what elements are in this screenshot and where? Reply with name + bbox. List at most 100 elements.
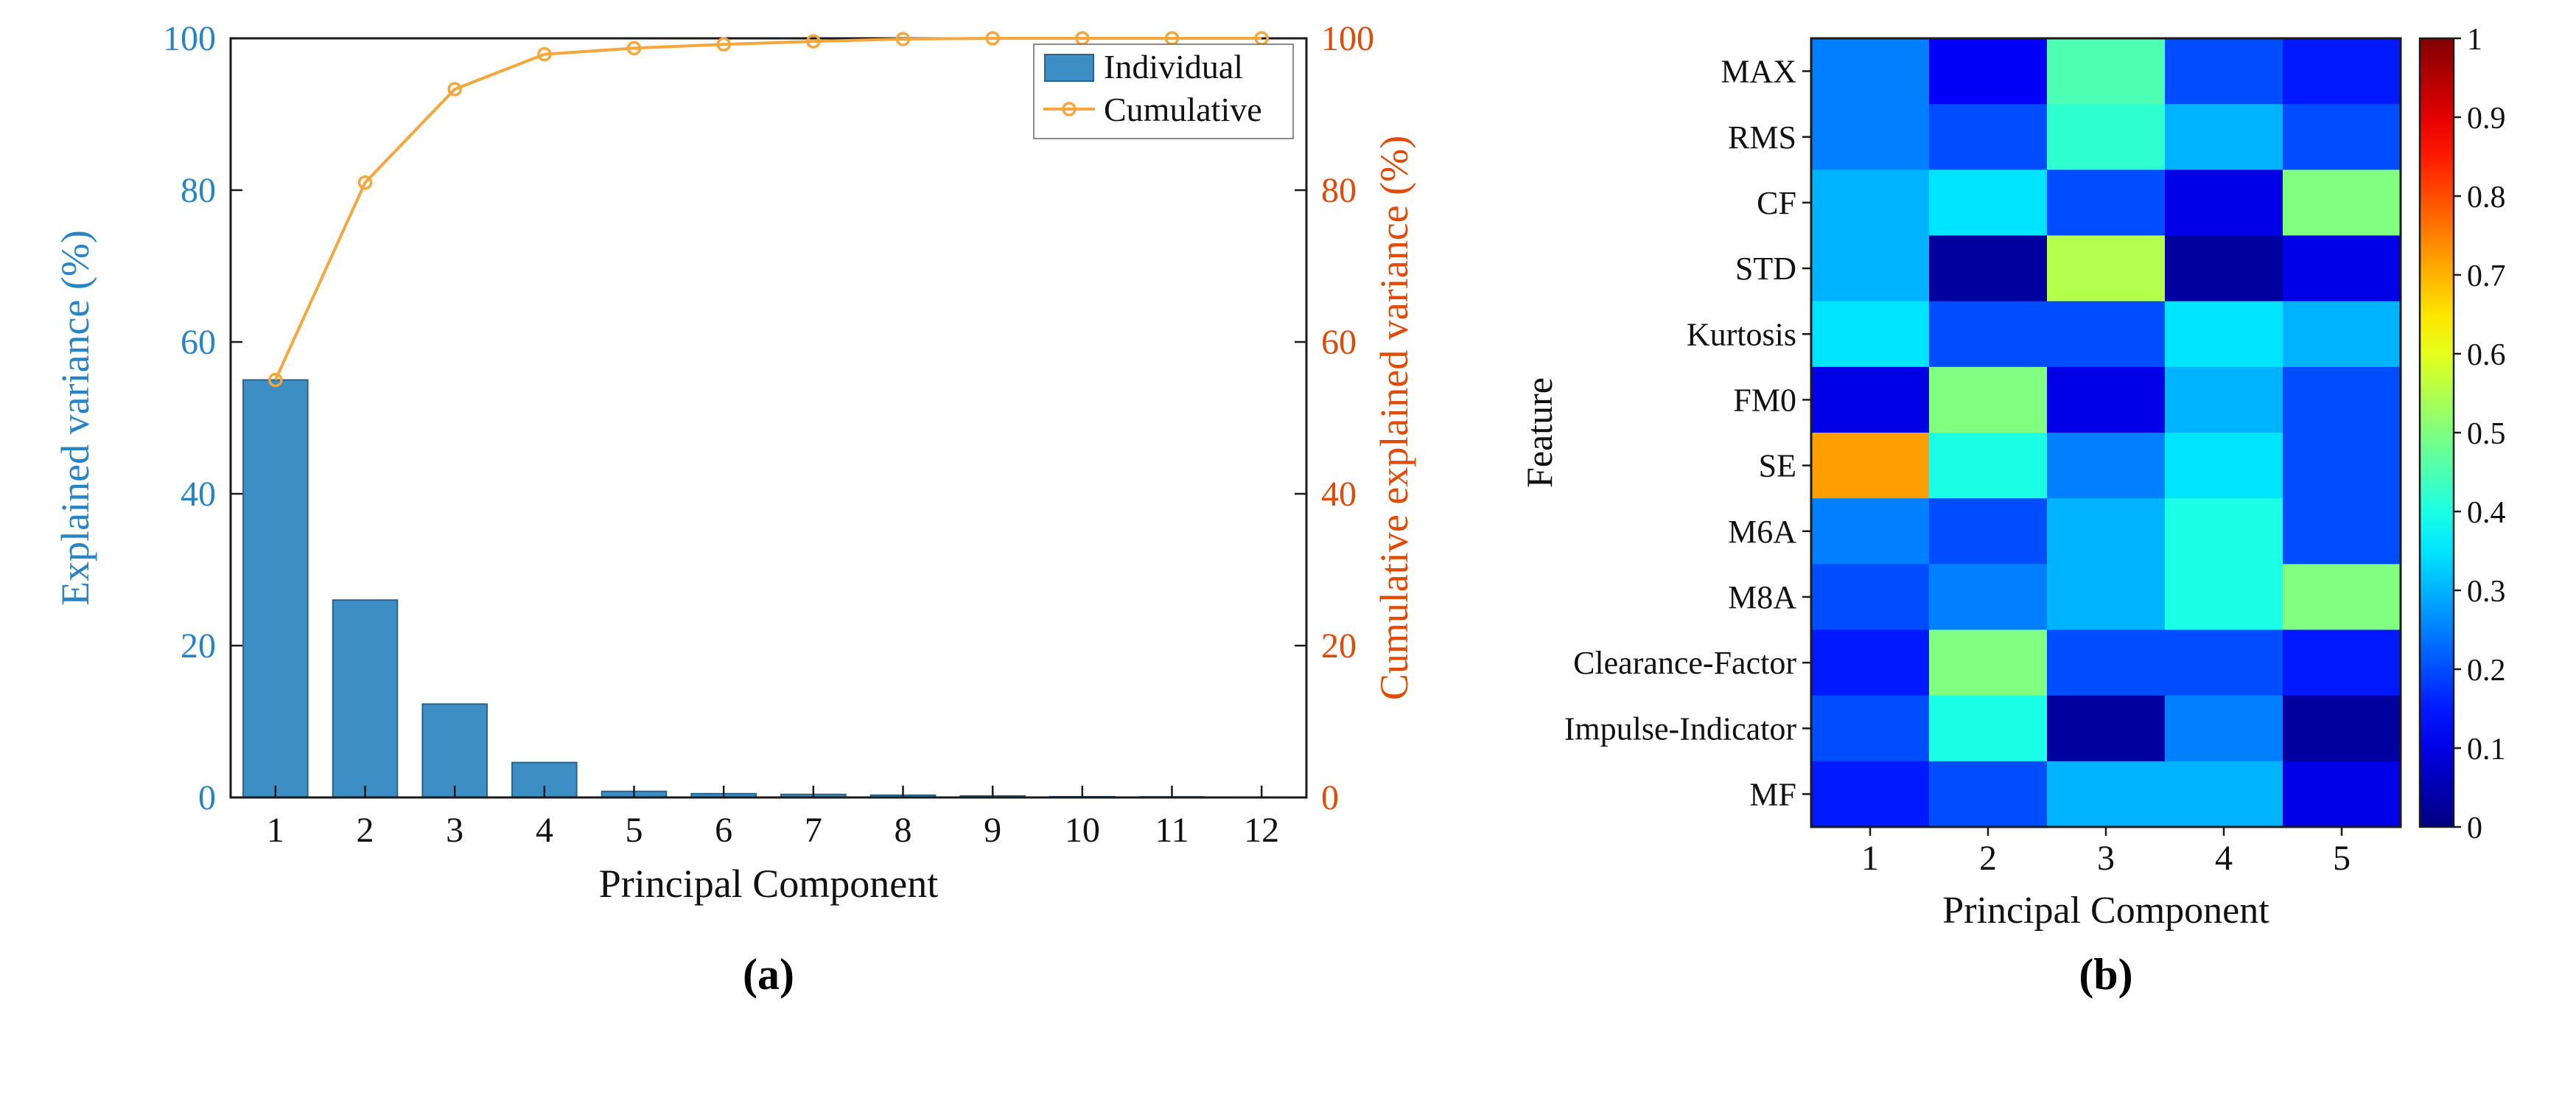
heatmap-y-axis-title: Feature <box>1519 377 1560 488</box>
heatmap-cell <box>2283 170 2401 237</box>
col-label: 1 <box>1861 839 1879 878</box>
bar-pc-2 <box>332 599 399 798</box>
colorbar-tick-label: 0.7 <box>2467 259 2506 293</box>
y-tick-label-left: 100 <box>163 19 216 58</box>
heatmap-cell <box>2165 301 2283 368</box>
x-tick-label: 8 <box>895 811 912 850</box>
x-tick-label: 2 <box>357 811 374 850</box>
heatmap-cell <box>1811 761 1930 828</box>
heatmap-cell <box>1811 235 1930 302</box>
row-label: STD <box>1735 251 1796 287</box>
legend-swatch-individual <box>1044 54 1094 82</box>
row-label: Clearance-Factor <box>1573 645 1796 681</box>
y-tick-label-left: 80 <box>181 171 216 210</box>
heatmap-cell <box>1929 761 2048 828</box>
heatmap-cell <box>1811 301 1930 368</box>
heatmap-cell <box>1811 366 1930 433</box>
colorbar-tick-label: 0.8 <box>2467 181 2506 214</box>
colorbar-tick-label: 0.6 <box>2467 338 2506 372</box>
colorbar-tick-label: 0.2 <box>2467 654 2506 688</box>
row-label: SE <box>1759 448 1796 484</box>
legend-label-cumulative: Cumulative <box>1104 91 1262 128</box>
bar-pc-3 <box>421 703 488 798</box>
panel-b: MAX RMS CF STD Kurtosis FM0 SE M6A M8A Clearance-… <box>1494 16 2526 1000</box>
heatmap-cell <box>2165 433 2283 499</box>
cumulative-marker <box>895 32 911 46</box>
heatmap-cell <box>1929 170 2048 237</box>
heatmap-cell <box>2047 235 2166 302</box>
heatmap-cell <box>2283 564 2401 631</box>
row-label: MAX <box>1721 54 1796 90</box>
cumulative-marker <box>537 46 552 62</box>
colorbar-tick-label: 0.3 <box>2467 575 2506 609</box>
colorbar-tick-label: 1 <box>2467 23 2482 57</box>
row-label: CF <box>1757 185 1796 221</box>
colorbar-tick-label: 0.1 <box>2467 733 2506 766</box>
plot-box <box>229 37 1308 799</box>
panel-b-caption: (b) <box>2079 950 2133 999</box>
colorbar <box>2418 37 2455 828</box>
cumulative-marker <box>626 41 642 56</box>
heatmap-cell <box>1929 629 2048 696</box>
y-tick-label-right: 20 <box>1321 626 1357 666</box>
heatmap-cell <box>1929 433 2048 499</box>
colorbar-tick-label: 0 <box>2467 811 2482 845</box>
cumulative-marker <box>985 31 1000 46</box>
x-tick-label: 6 <box>715 811 732 850</box>
heatmap-chart: MAX RMS CF STD Kurtosis FM0 SE M6A M8A Clearance-… <box>1519 23 2506 932</box>
x-tick-label: 11 <box>1155 811 1189 850</box>
heatmap-cell <box>2283 235 2401 302</box>
heatmap-cell <box>2165 170 2283 237</box>
heatmap-cell <box>2283 104 2401 170</box>
y-tick-label-right: 100 <box>1321 19 1374 58</box>
panel-a: 0 0 20 20 40 40 60 60 80 80 100 100 1 2 3 4 5 6 7 8 9 10 11 12 E… <box>43 16 1443 1000</box>
heatmap-cell <box>1811 104 1930 170</box>
colorbar-tick-label: 0.9 <box>2467 102 2506 136</box>
heatmap-cell <box>2047 695 2166 762</box>
heatmap-cell <box>2165 761 2283 828</box>
bar-pc-1 <box>242 379 309 798</box>
y-tick-label-right: 60 <box>1321 323 1357 362</box>
heatmap-cell <box>1811 629 1930 696</box>
heatmap-cell <box>2165 38 2283 105</box>
heatmap-cell <box>2283 695 2401 762</box>
heatmap-cell <box>2165 498 2283 565</box>
heatmap-cell <box>2047 366 2166 433</box>
legend-marker-cumulative <box>1062 102 1077 116</box>
cumulative-line <box>274 37 1262 381</box>
y-tick-label-left: 20 <box>181 626 216 666</box>
heatmap-cell <box>1811 564 1930 631</box>
heatmap-cell <box>1929 38 2048 105</box>
heatmap-cell <box>1929 366 2048 433</box>
cumulative-marker <box>357 175 373 190</box>
heatmap-cell <box>2047 564 2166 631</box>
heatmap-cell <box>2047 38 2166 105</box>
heatmap-cell <box>2165 235 2283 302</box>
x-tick-label: 5 <box>626 811 643 850</box>
heatmap-cell <box>2047 433 2166 499</box>
colorbar-tick-label: 0.4 <box>2467 496 2506 530</box>
x-tick-label: 10 <box>1065 811 1100 850</box>
col-label: 3 <box>2097 839 2115 878</box>
heatmap-cell <box>1929 235 2048 302</box>
cumulative-marker <box>716 37 731 52</box>
heatmap-x-axis-title: Principal Component <box>1942 890 2269 932</box>
row-label: M6A <box>1728 514 1796 550</box>
heatmap-cell <box>1811 170 1930 237</box>
heatmap-cell <box>2283 38 2401 105</box>
heatmap-cell <box>1929 564 2048 631</box>
heatmap-cell <box>2283 761 2401 828</box>
heatmap-cell <box>1811 38 1930 105</box>
heatmap-cell <box>2283 433 2401 499</box>
heatmap-cell <box>2165 564 2283 631</box>
x-tick-label: 3 <box>446 811 463 850</box>
x-axis-title: Principal Component <box>599 862 938 906</box>
heatmap-cell <box>2047 301 2166 368</box>
y-tick-label-left: 60 <box>181 323 216 362</box>
heatmap-cell <box>1811 433 1930 499</box>
figure-row: 0 0 20 20 40 40 60 60 80 80 100 100 1 2 3 4 5 6 7 8 9 10 11 12 E… <box>43 16 2526 1000</box>
col-label: 5 <box>2333 839 2351 878</box>
heatmap-cell <box>1929 104 2048 170</box>
heatmap-cell <box>2047 498 2166 565</box>
